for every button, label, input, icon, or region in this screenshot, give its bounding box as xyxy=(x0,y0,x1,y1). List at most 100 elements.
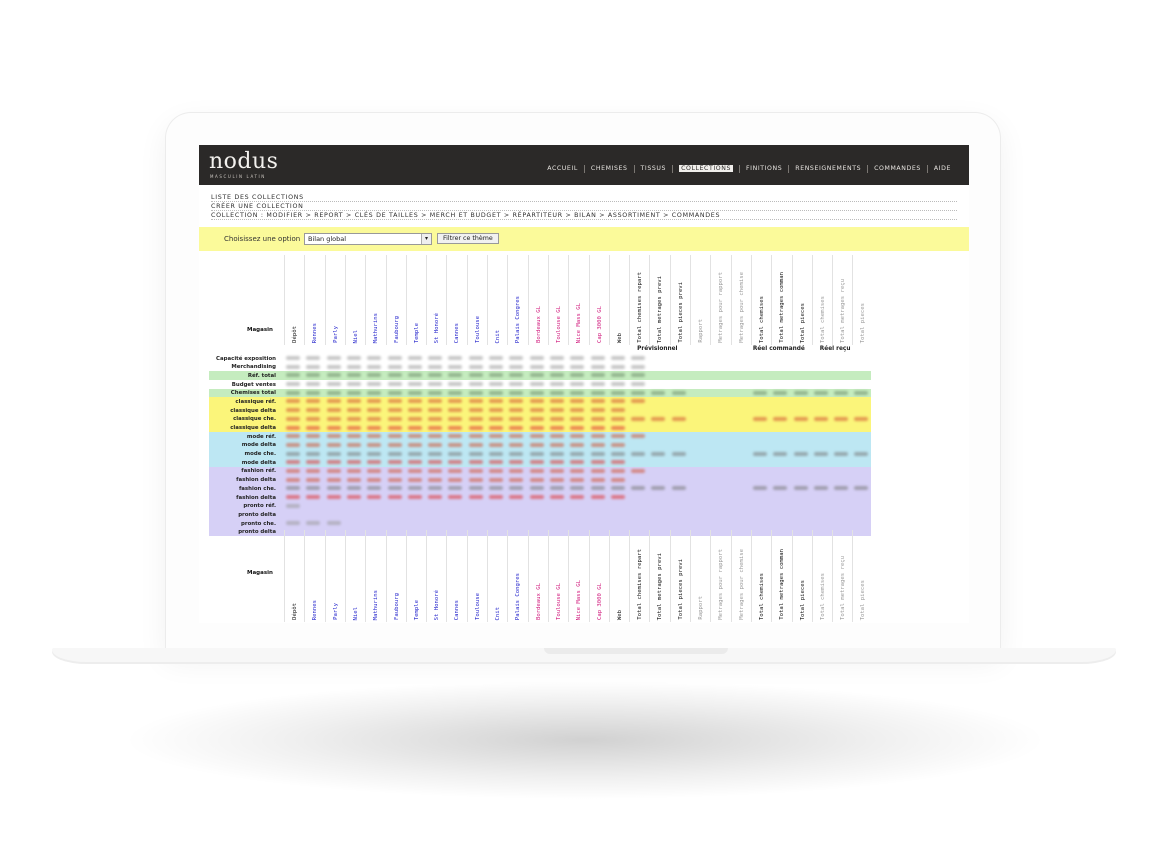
table-cell xyxy=(570,434,585,439)
column-header: St Honoré xyxy=(426,255,446,345)
table-cell xyxy=(773,451,788,456)
table-cell xyxy=(489,451,503,456)
nav-label: COMMANDES xyxy=(874,165,921,172)
table-cell xyxy=(286,460,300,465)
row-cells xyxy=(284,486,874,491)
table-cell xyxy=(489,373,503,378)
column-header-label: Total chemises repart xyxy=(637,272,644,343)
column-header: Total chemises xyxy=(811,255,832,345)
table-cell xyxy=(468,356,483,360)
row-background xyxy=(209,510,871,520)
table-cell xyxy=(428,468,443,473)
table-cell xyxy=(428,364,443,369)
table-cell xyxy=(326,486,341,491)
column-header-label: Total metrages comman xyxy=(779,549,786,620)
column-header: Palais Congres xyxy=(507,530,527,622)
table-cell xyxy=(610,477,625,482)
column-header: Mathurins xyxy=(365,255,385,345)
column-header: Cnit xyxy=(487,255,507,345)
table-cell xyxy=(489,416,503,421)
table-cell xyxy=(854,486,869,491)
table-cell xyxy=(346,399,361,404)
table-cell xyxy=(610,460,625,465)
table-cell xyxy=(834,390,849,395)
table-cell xyxy=(509,477,524,482)
table-cell xyxy=(407,382,422,387)
table-row: classique che. xyxy=(209,414,874,424)
column-header-label: Metrages pour rapport xyxy=(718,272,725,343)
table-cell xyxy=(367,382,382,387)
table-cell xyxy=(570,460,585,465)
column-header: Dépôt xyxy=(284,255,304,345)
row-cells xyxy=(284,364,874,370)
table-cell xyxy=(346,408,361,413)
table-cell xyxy=(509,356,524,360)
nav-item-renseignements[interactable]: RENSEIGNEMENTS xyxy=(789,165,869,173)
table-cell xyxy=(326,390,341,395)
table-cell xyxy=(468,364,483,369)
table-cell xyxy=(428,390,443,395)
column-header: Total pieces xyxy=(852,530,872,622)
table-cell xyxy=(306,356,321,360)
breadcrumb[interactable]: COLLECTION : MODIFIER > REPORT > CLÉS DE… xyxy=(211,211,957,220)
column-header: Total metrages reçu xyxy=(832,255,852,345)
table-cell xyxy=(286,495,300,499)
nav-item-finitions[interactable]: FINITIONS xyxy=(740,165,790,173)
column-header: Web xyxy=(608,255,629,345)
table-cell xyxy=(590,460,605,465)
table-cell xyxy=(590,356,605,360)
table-cell xyxy=(286,477,300,482)
table-cell xyxy=(529,356,544,360)
table-cell xyxy=(549,399,564,404)
group-header: Prévisionnel Réel commandé Réel reçu xyxy=(209,345,874,354)
table-cell xyxy=(306,399,321,404)
column-header-label: Cap 3000 GL xyxy=(596,305,603,343)
table-cell xyxy=(468,416,483,421)
table-cell xyxy=(346,451,361,456)
nav-item-aide[interactable]: AIDE xyxy=(928,165,957,173)
row-cells xyxy=(284,390,874,396)
column-header: Rennes xyxy=(304,530,324,622)
table-row: pronto réf. xyxy=(209,501,874,511)
column-header: Metrages pour chemise xyxy=(730,530,751,622)
nav-item-collections[interactable]: COLLECTIONS xyxy=(673,165,741,173)
column-header-label: Total pieces xyxy=(860,579,867,620)
table-cell xyxy=(448,486,463,491)
table-cell xyxy=(570,399,585,404)
row-label: pronto che. xyxy=(241,520,276,527)
table-cell xyxy=(326,451,341,456)
column-header: Rapport xyxy=(690,530,710,622)
table-cell xyxy=(346,416,361,421)
table-cell xyxy=(286,521,300,526)
column-header-label: Total metrages reçu xyxy=(840,279,847,343)
column-header-label: Palais Congres xyxy=(515,572,522,620)
table-cell xyxy=(489,468,503,473)
table-cell xyxy=(489,460,503,465)
table-cell xyxy=(286,434,300,439)
table-cell xyxy=(590,468,605,473)
row-cells xyxy=(284,425,874,431)
nav-item-commandes[interactable]: COMMANDES xyxy=(868,165,928,173)
nav-item-chemises[interactable]: CHEMISES xyxy=(585,165,635,173)
nodus-logo[interactable]: nodus xyxy=(209,149,279,174)
column-header-label: Cannes xyxy=(454,599,461,620)
row-background xyxy=(209,519,871,528)
link-create-collection[interactable]: CRÉER UNE COLLECTION xyxy=(211,202,957,211)
link-list-collections[interactable]: LISTE DES COLLECTIONS xyxy=(211,193,957,202)
nav-item-accueil[interactable]: ACCUEIL xyxy=(541,165,585,173)
filter-theme-button[interactable]: Filtrer ce thème xyxy=(437,233,499,244)
column-header: Palais Congres xyxy=(507,255,527,345)
table-cell xyxy=(793,416,808,421)
table-cell xyxy=(387,451,402,456)
option-select[interactable]: Bilan global ▾ xyxy=(304,233,432,245)
column-header: Rennes xyxy=(304,255,324,345)
column-header-label: Dépôt xyxy=(292,603,298,620)
column-header: Total metrages comman xyxy=(771,530,791,622)
table-cell xyxy=(448,468,463,473)
table-cell xyxy=(346,486,361,491)
chevron-down-icon[interactable]: ▾ xyxy=(421,234,431,244)
nav-item-tissus[interactable]: TISSUS xyxy=(635,165,674,173)
table-cell xyxy=(570,442,585,447)
table-cell xyxy=(610,408,625,413)
table-cell xyxy=(570,451,585,456)
